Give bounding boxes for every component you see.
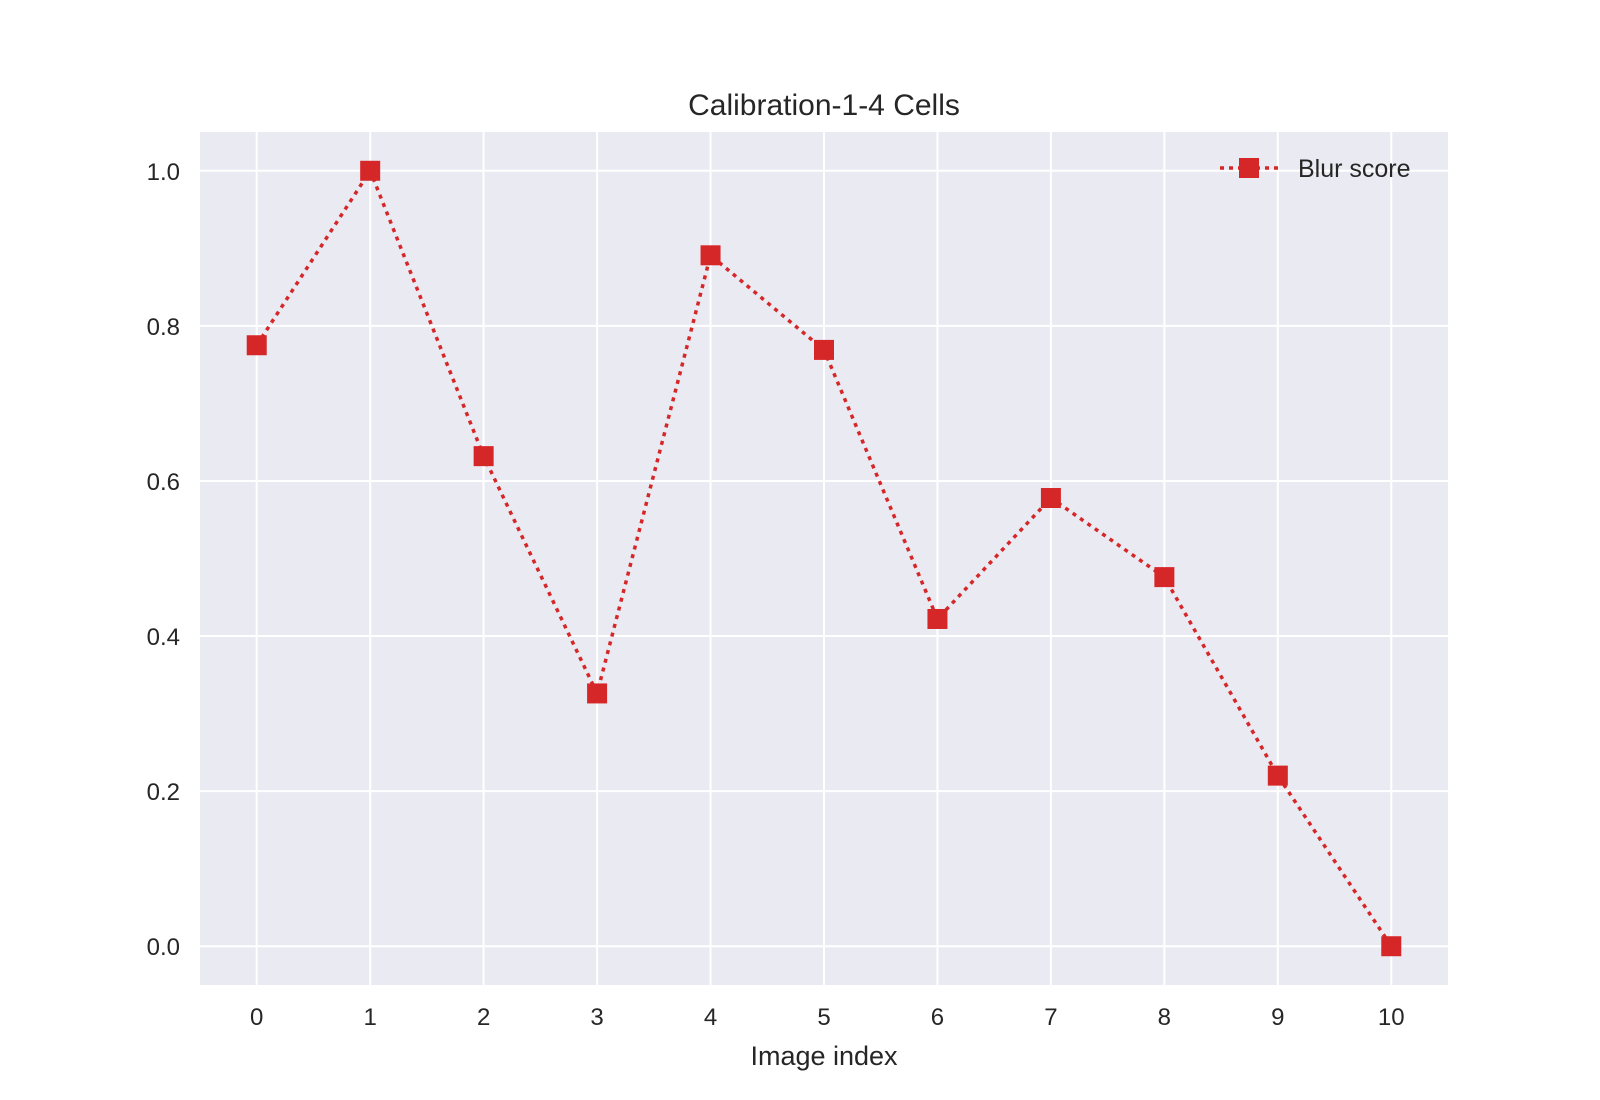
y-tick-label: 0.0 xyxy=(147,934,180,961)
x-tick-label: 9 xyxy=(1271,1004,1284,1031)
data-series xyxy=(246,160,1402,957)
data-point-marker xyxy=(1267,765,1288,786)
x-tick-label: 1 xyxy=(364,1004,377,1031)
data-point-marker xyxy=(360,160,381,181)
x-tick-label: 7 xyxy=(1044,1004,1057,1031)
y-tick-label: 1.0 xyxy=(147,159,180,186)
tick-labels: 0 1 2 3 4 5 6 7 8 9 10 0.0 0.2 0.4 0.6 0.8 1.0 xyxy=(147,159,1405,1031)
chart-title: Calibration-1-4 Cells xyxy=(688,89,960,122)
x-tick-label: 10 xyxy=(1378,1004,1405,1031)
x-tick-label: 4 xyxy=(704,1004,717,1031)
y-tick-label: 0.2 xyxy=(147,779,180,806)
x-axis-label: Image index xyxy=(750,1041,898,1071)
data-point-marker xyxy=(473,446,494,467)
data-point-marker xyxy=(814,339,834,360)
y-tick-label: 0.4 xyxy=(147,624,180,651)
data-point-marker xyxy=(587,683,608,704)
x-tick-label: 6 xyxy=(931,1004,944,1031)
x-tick-label: 5 xyxy=(817,1004,830,1031)
data-point-marker xyxy=(927,608,948,629)
x-tick-label: 8 xyxy=(1158,1004,1171,1031)
y-tick-label: 0.6 xyxy=(147,469,180,496)
x-tick-label: 2 xyxy=(477,1004,490,1031)
y-tick-label: 0.8 xyxy=(147,314,180,341)
data-point-marker xyxy=(1381,936,1402,957)
data-point-marker xyxy=(700,245,721,266)
legend-marker-square xyxy=(1239,158,1259,178)
data-point-marker xyxy=(246,335,267,356)
legend: Blur score xyxy=(1220,155,1411,183)
x-tick-label: 0 xyxy=(250,1004,263,1031)
legend-label: Blur score xyxy=(1298,155,1411,183)
x-tick-label: 3 xyxy=(590,1004,603,1031)
data-point-marker xyxy=(1154,567,1175,588)
data-point-marker xyxy=(1040,488,1061,509)
